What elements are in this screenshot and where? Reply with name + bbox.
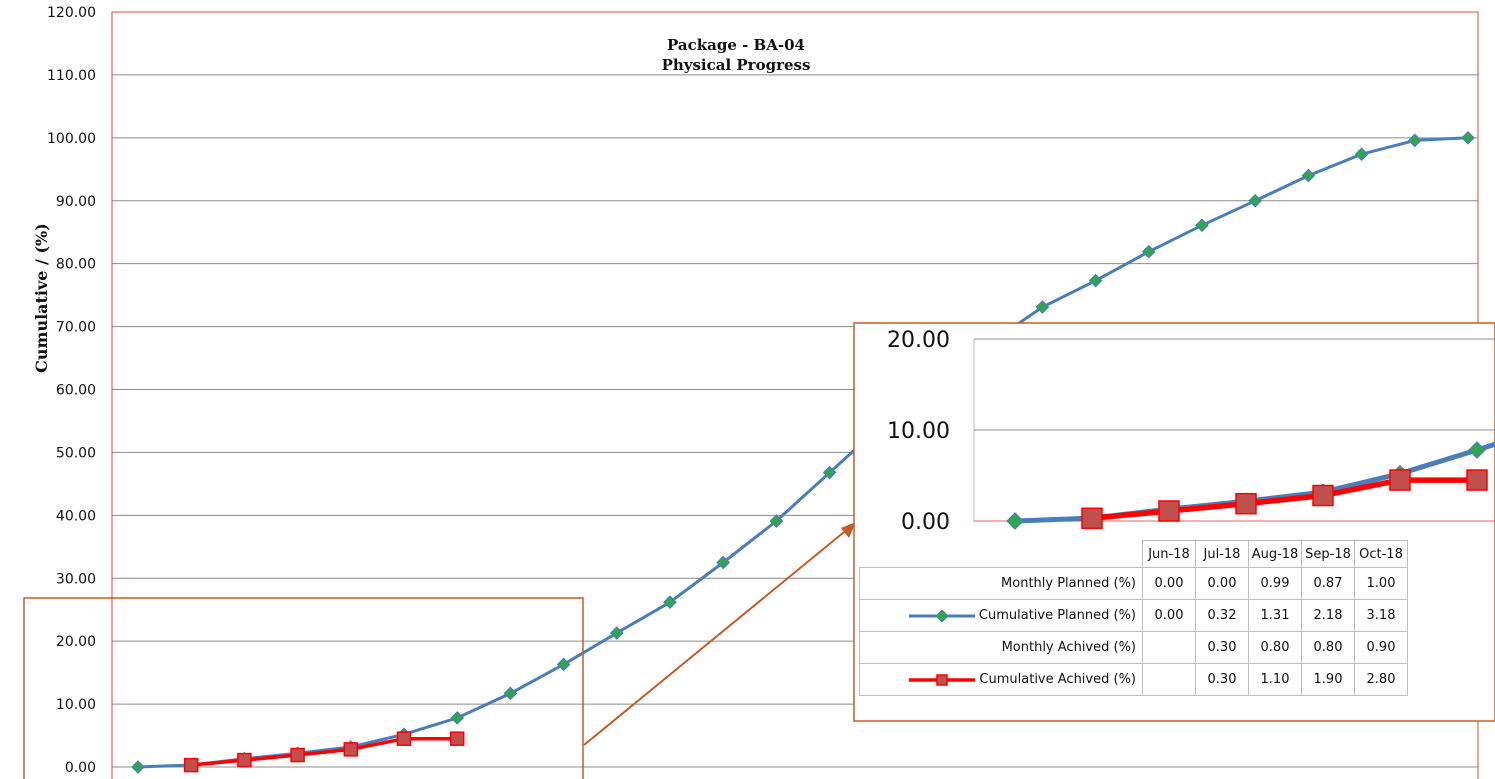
- table-cell: 0.87: [1301, 567, 1355, 600]
- inset-planned-series-point: [1006, 512, 1024, 530]
- planned-series-point: [716, 555, 731, 570]
- y-tick-label: 120.00: [47, 5, 96, 21]
- y-tick-label: 90.00: [56, 194, 96, 210]
- inset-achieved-series-line: [1091, 477, 1477, 522]
- table-row: Cumulative Planned (%) 0.00 0.32 1.31 2.…: [859, 599, 1408, 632]
- achieved-series-point: [183, 757, 199, 773]
- planned-series-point: [1461, 130, 1475, 145]
- y-tick-label: 70.00: [56, 320, 96, 336]
- y-tick-label: 60.00: [56, 383, 96, 399]
- table-cell: 2.80: [1354, 663, 1408, 696]
- planned-series-point: [1301, 168, 1316, 183]
- table-header-cell: Aug-18: [1248, 540, 1302, 568]
- planned-series-point: [1088, 273, 1103, 288]
- table-cell: 0.30: [1195, 631, 1249, 664]
- legend-planned-icon: [908, 608, 975, 623]
- y-tick-label: 10.00: [56, 697, 96, 713]
- row-label: Cumulative Achived (%): [979, 672, 1136, 687]
- y-tick-label: 110.00: [47, 68, 96, 84]
- table-cell: 0.90: [1354, 631, 1408, 664]
- planned-series-point: [1354, 147, 1369, 162]
- row-label-with-legend: Cumulative Achived (%): [859, 663, 1143, 696]
- y-tick-label: 80.00: [56, 257, 96, 273]
- y-tick-label: 30.00: [56, 571, 96, 587]
- y-tick-label: 0.00: [65, 760, 96, 776]
- table-cell: 1.10: [1248, 663, 1302, 696]
- inset-y-tick-label: 10.00: [887, 419, 950, 444]
- chart-title: Package - BA-04: [667, 36, 805, 54]
- table-header-cell: Jun-18: [1142, 540, 1196, 568]
- table-cell: 0.99: [1248, 567, 1302, 600]
- inset-achieved-series-point: [1158, 500, 1180, 522]
- table-cell: 0.32: [1195, 599, 1249, 632]
- table-cell: 0.00: [1195, 567, 1249, 600]
- table-header-cell: Jul-18: [1195, 540, 1249, 568]
- planned-series-point: [503, 686, 518, 701]
- table-cell: [1142, 663, 1196, 696]
- achieved-series-point: [290, 747, 305, 763]
- inset-y-tick-label: 0.00: [901, 510, 950, 535]
- row-label: Monthly Achived (%): [859, 631, 1143, 664]
- row-label: Monthly Planned (%): [859, 567, 1143, 600]
- zoom-arrow-head: [841, 522, 856, 538]
- planned-series-line: [137, 136, 1469, 769]
- table-cell: 0.80: [1301, 631, 1355, 664]
- table-row: Monthly Achived (%) 0.30 0.80 0.80 0.90: [859, 631, 1408, 664]
- planned-series-point: [1407, 133, 1422, 148]
- legend-achieved-icon: [909, 673, 976, 686]
- achieved-series-point: [343, 742, 359, 757]
- planned-series-point: [1248, 193, 1263, 208]
- planned-series-point: [769, 514, 784, 528]
- inset-planned-series-point: [1468, 441, 1486, 459]
- inset-achieved-series-point: [1466, 469, 1488, 491]
- planned-series-point: [1035, 300, 1050, 314]
- table-header-cell: Oct-18: [1354, 540, 1408, 568]
- y-axis-label: Cumulative / (%): [32, 223, 51, 373]
- planned-series-point: [609, 626, 624, 640]
- inset-achieved-series-point: [1235, 492, 1257, 515]
- inset-achieved-series-point: [1081, 507, 1103, 530]
- table-header-row: Jun-18 Jul-18 Aug-18 Sep-18 Oct-18: [859, 540, 1408, 568]
- table-corner: [859, 540, 1143, 568]
- table-cell: 1.00: [1354, 567, 1408, 600]
- table-cell: 1.31: [1248, 599, 1302, 632]
- y-tick-label: 50.00: [56, 445, 96, 461]
- planned-series-point: [1141, 244, 1156, 259]
- planned-series-point: [556, 657, 571, 672]
- inset-achieved-series-point: [1312, 484, 1334, 507]
- chart-subtitle: Physical Progress: [662, 56, 811, 74]
- achieved-series-line: [191, 736, 458, 767]
- table-cell: 0.00: [1142, 567, 1196, 600]
- table-cell: 2.18: [1301, 599, 1355, 632]
- table-cell: 0.00: [1142, 599, 1196, 632]
- zoom-arrow-line: [583, 527, 850, 746]
- inset-series-group: [1006, 441, 1495, 530]
- y-tick-label: 100.00: [47, 131, 96, 147]
- planned-series-point: [822, 465, 837, 480]
- y-tick-label: 40.00: [56, 508, 96, 524]
- table-header-cell: Sep-18: [1301, 540, 1355, 568]
- table-cell: 0.80: [1248, 631, 1302, 664]
- table-cell: 1.90: [1301, 663, 1355, 696]
- table-row: Monthly Planned (%) 0.00 0.00 0.99 0.87 …: [859, 567, 1408, 600]
- table-cell: [1142, 631, 1196, 664]
- inset-data-table: Jun-18 Jul-18 Aug-18 Sep-18 Oct-18 Month…: [859, 540, 1408, 696]
- planned-series-point: [663, 595, 677, 610]
- table-cell: 3.18: [1354, 599, 1408, 632]
- row-label: Cumulative Planned (%): [978, 608, 1136, 623]
- achieved-series-point: [396, 731, 412, 746]
- table-cell: 0.30: [1195, 663, 1249, 696]
- planned-series-point: [131, 760, 145, 774]
- row-label-with-legend: Cumulative Planned (%): [859, 599, 1143, 632]
- planned-series-point: [1195, 218, 1209, 233]
- table-row: Cumulative Achived (%) 0.30 1.10 1.90 2.…: [859, 663, 1408, 696]
- inset-achieved-series-point: [1389, 469, 1411, 491]
- zoom-highlight-box: [23, 597, 584, 779]
- achieved-series-point: [237, 752, 252, 768]
- achieved-series-point: [449, 731, 465, 746]
- inset-y-tick-label: 20.00: [887, 328, 950, 353]
- planned-series-point: [450, 711, 465, 725]
- y-tick-label: 20.00: [56, 634, 96, 650]
